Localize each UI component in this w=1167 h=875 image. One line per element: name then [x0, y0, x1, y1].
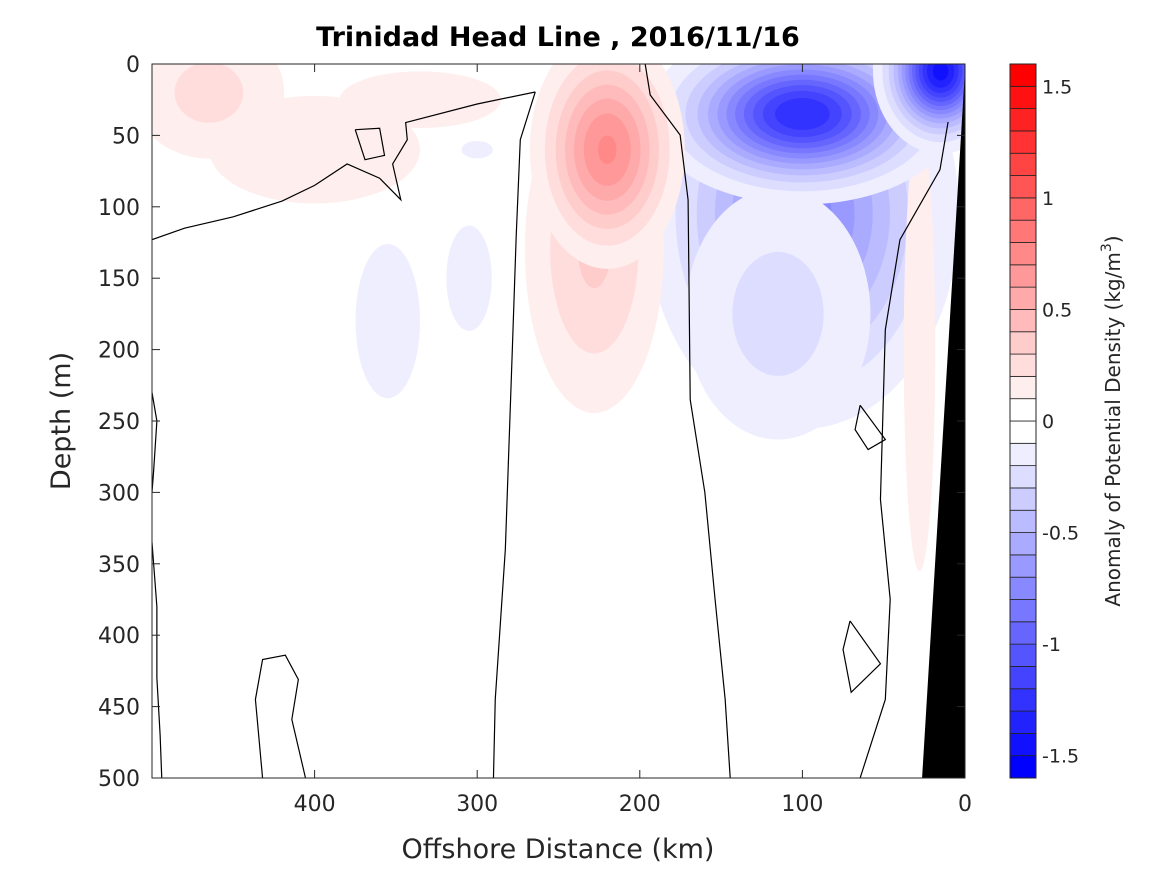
zero-contour-lines [152, 64, 949, 778]
colorbar-level [1009, 532, 1037, 556]
colorbar-level [1009, 331, 1037, 355]
colorbar-tick-label: 1 [1042, 188, 1054, 210]
negative-anomaly-level [732, 251, 824, 376]
y-tick-label: 400 [98, 624, 140, 649]
colorbar-level [1009, 286, 1037, 310]
colorbar-level [1009, 688, 1037, 712]
colorbar-level [1009, 732, 1037, 757]
y-tick-label: 350 [98, 553, 140, 578]
x-tick-label: 100 [781, 792, 823, 817]
colorbar-level [1009, 666, 1037, 690]
colorbar-level [1009, 152, 1037, 176]
land-bathymetry [922, 64, 965, 778]
zero-contour-line [644, 64, 731, 778]
colorbar-level [1009, 264, 1037, 288]
colorbar-level [1009, 175, 1037, 199]
colorbar-label: Anomaly of Potential Density (kg/m3) [1099, 235, 1125, 606]
zero-contour-line [842, 620, 882, 694]
y-axis: 0 50 100 150 200 250 300 350 400 450 500 [98, 53, 965, 792]
y-tick-label: 100 [98, 196, 140, 221]
zero-contour-line [152, 542, 163, 778]
colorbar-level [1009, 85, 1037, 110]
y-tick-label: 50 [112, 124, 140, 149]
colorbar-level [1009, 375, 1037, 400]
colorbar-level [1009, 554, 1037, 578]
colorbar-tick-label: -1.5 [1042, 746, 1079, 768]
colorbar-level [1009, 465, 1037, 489]
y-tick-label: 200 [98, 339, 140, 364]
contour-fills [152, 64, 965, 572]
zero-contour-line [152, 392, 158, 493]
colorbar-level [1009, 398, 1037, 422]
negative-anomaly-level [775, 97, 830, 130]
colorbar-level [1009, 643, 1037, 667]
y-tick-label: 300 [98, 481, 140, 506]
negative-anomaly-level [446, 225, 492, 331]
negative-anomaly-level [355, 243, 420, 399]
colorbar-level [1009, 130, 1037, 154]
colorbar-frame [1009, 63, 1037, 779]
colorbar-level [1009, 621, 1037, 645]
y-axis-label: Depth (m) [46, 352, 77, 490]
x-tick-label: 0 [958, 792, 972, 817]
colorbar-level [1009, 197, 1037, 221]
y-tick-label: 150 [98, 267, 140, 292]
zero-contour-line [492, 91, 536, 778]
chart-title: Trinidad Head Line , 2016/11/16 [316, 22, 800, 53]
x-axis: 400 300 200 100 0 [294, 64, 972, 817]
colorbar-level [1009, 509, 1037, 533]
x-tick-label: 200 [619, 792, 661, 817]
colorbar-level [1009, 599, 1037, 623]
colorbar-level [1009, 420, 1037, 444]
y-tick-label: 0 [126, 53, 140, 78]
zero-contour-line [854, 404, 887, 451]
x-tick-label: 300 [456, 792, 498, 817]
positive-anomaly-level [174, 64, 244, 123]
colorbar-level [1009, 710, 1037, 734]
colorbar: 1.5 1 0.5 0 -0.5 -1 -1.5 [1009, 63, 1079, 779]
positive-anomaly-level [903, 128, 936, 572]
colorbar-level [1009, 242, 1037, 266]
colorbar-level [1009, 219, 1037, 243]
y-tick-label: 450 [98, 696, 140, 721]
colorbar-level [1009, 576, 1037, 600]
colorbar-tick-label: 0 [1042, 411, 1054, 433]
colorbar-level [1009, 309, 1037, 333]
colorbar-level [1009, 353, 1037, 377]
y-tick-label: 250 [98, 410, 140, 435]
negative-anomaly-level [461, 140, 493, 159]
zero-contour-line [354, 127, 386, 161]
colorbar-level [1009, 442, 1037, 467]
x-axis-label: Offshore Distance (km) [402, 834, 715, 865]
negative-anomaly-level [932, 64, 949, 81]
x-tick-label: 400 [294, 792, 336, 817]
colorbar-tick-label: -0.5 [1042, 523, 1079, 545]
zero-contour-line [152, 91, 536, 241]
colorbar-tick-label: 1.5 [1042, 76, 1072, 98]
zero-contour-line [254, 654, 307, 778]
colorbar-level [1009, 487, 1037, 511]
colorbar-level [1009, 108, 1037, 132]
colorbar-tick-label: 0.5 [1042, 299, 1072, 321]
positive-anomaly-level [339, 71, 501, 128]
colorbar-tick-label: -1 [1042, 634, 1061, 656]
y-tick-label: 500 [98, 767, 140, 792]
colorbar-level [1009, 63, 1037, 87]
zero-contour-line [859, 121, 949, 778]
colorbar-level [1009, 755, 1037, 779]
positive-anomaly-level [598, 135, 617, 164]
